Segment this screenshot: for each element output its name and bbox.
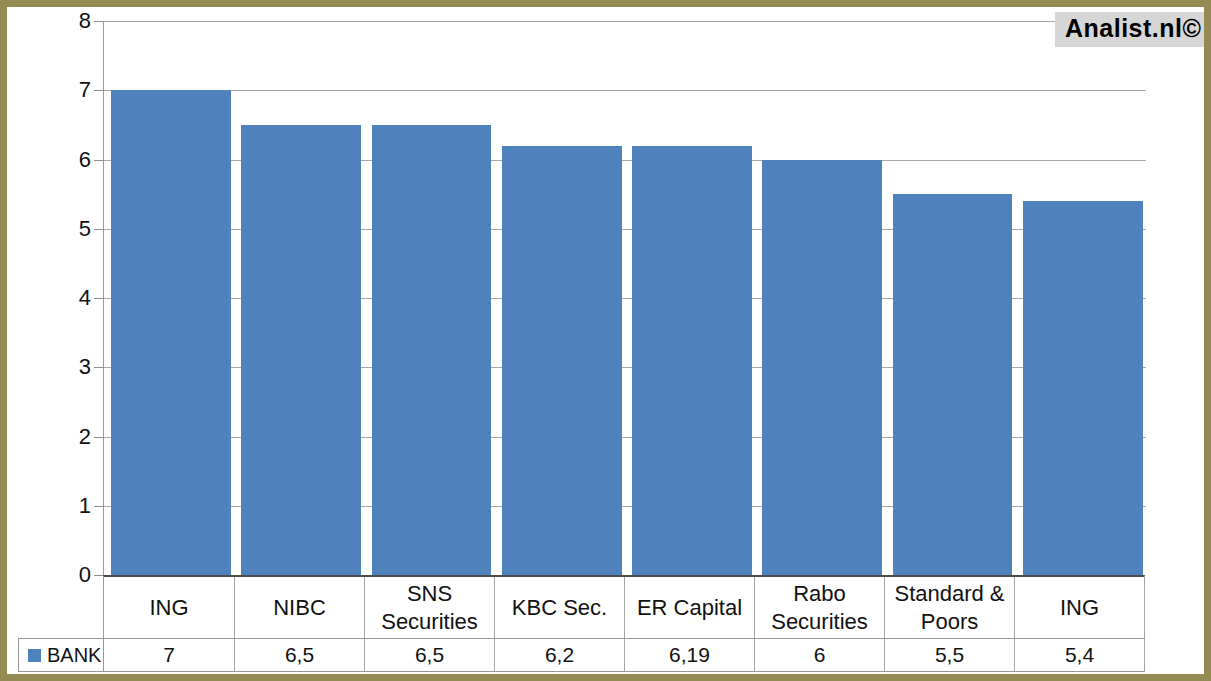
watermark-badge: Analist.nl© [1055,12,1211,47]
category-label-8-ing: ING [1014,577,1144,638]
y-tick-label-7: 7 [17,78,91,102]
y-tick-label-6: 6 [17,148,91,172]
bar-3-sns-securities [372,125,492,575]
y-tick-mark-7 [94,90,104,91]
y-tick-label-8: 8 [17,9,91,33]
bar-2-nibc [241,125,361,575]
gridline-8 [104,21,1146,22]
value-cell-4-kbc-sec: 6,2 [494,639,624,671]
y-tick-label-0: 0 [17,563,91,587]
y-tick-mark-4 [94,298,104,299]
chart-frame: 012345678 Analist.nl© INGNIBCSNS Securit… [0,0,1211,681]
bar-7-standard-poors [893,194,1013,575]
y-tick-mark-2 [94,437,104,438]
data-table-row: BANK 76,56,56,26,1965,55,4 [18,638,1145,672]
category-label-5-er-capital: ER Capital [624,577,754,638]
watermark-label: Analist.nl© [1065,14,1201,42]
value-cell-7-standard-poors: 5,5 [884,639,1014,671]
bar-8-ing [1023,201,1143,575]
category-label-3-sns-securities: SNS Securities [364,577,494,638]
category-label-7-standard-poors: Standard & Poors [884,577,1014,638]
legend-label: BANK [47,644,101,667]
y-tick-label-3: 3 [17,355,91,379]
plot-area [103,21,1146,575]
bar-5-er-capital [632,146,752,575]
category-label-6-rabo-securities: Rabo Securities [754,577,884,638]
y-tick-label-2: 2 [17,425,91,449]
value-cell-1-ing: 7 [104,639,234,671]
value-cell-2-nibc: 6,5 [234,639,364,671]
bar-6-rabo-securities [762,160,882,576]
y-tick-mark-1 [94,506,104,507]
y-tick-mark-8 [94,21,104,22]
value-cells: 76,56,56,26,1965,55,4 [103,639,1145,671]
legend-cell: BANK [18,639,103,671]
y-tick-mark-5 [94,229,104,230]
bar-1-ing [111,90,231,575]
y-tick-label-1: 1 [17,494,91,518]
gridline-7 [104,90,1146,91]
category-row: INGNIBCSNS SecuritiesKBC Sec.ER CapitalR… [103,575,1145,638]
y-axis-labels: 012345678 [17,21,91,575]
category-label-1-ing: ING [104,577,234,638]
value-cell-6-rabo-securities: 6 [754,639,884,671]
y-tick-label-5: 5 [17,217,91,241]
bar-4-kbc-sec [502,146,622,575]
category-label-4-kbc-sec: KBC Sec. [494,577,624,638]
legend-marker-icon [28,649,41,662]
y-tick-mark-3 [94,367,104,368]
y-tick-mark-6 [94,160,104,161]
category-label-2-nibc: NIBC [234,577,364,638]
value-cell-5-er-capital: 6,19 [624,639,754,671]
value-cell-3-sns-securities: 6,5 [364,639,494,671]
value-cell-8-ing: 5,4 [1014,639,1144,671]
y-tick-label-4: 4 [17,286,91,310]
